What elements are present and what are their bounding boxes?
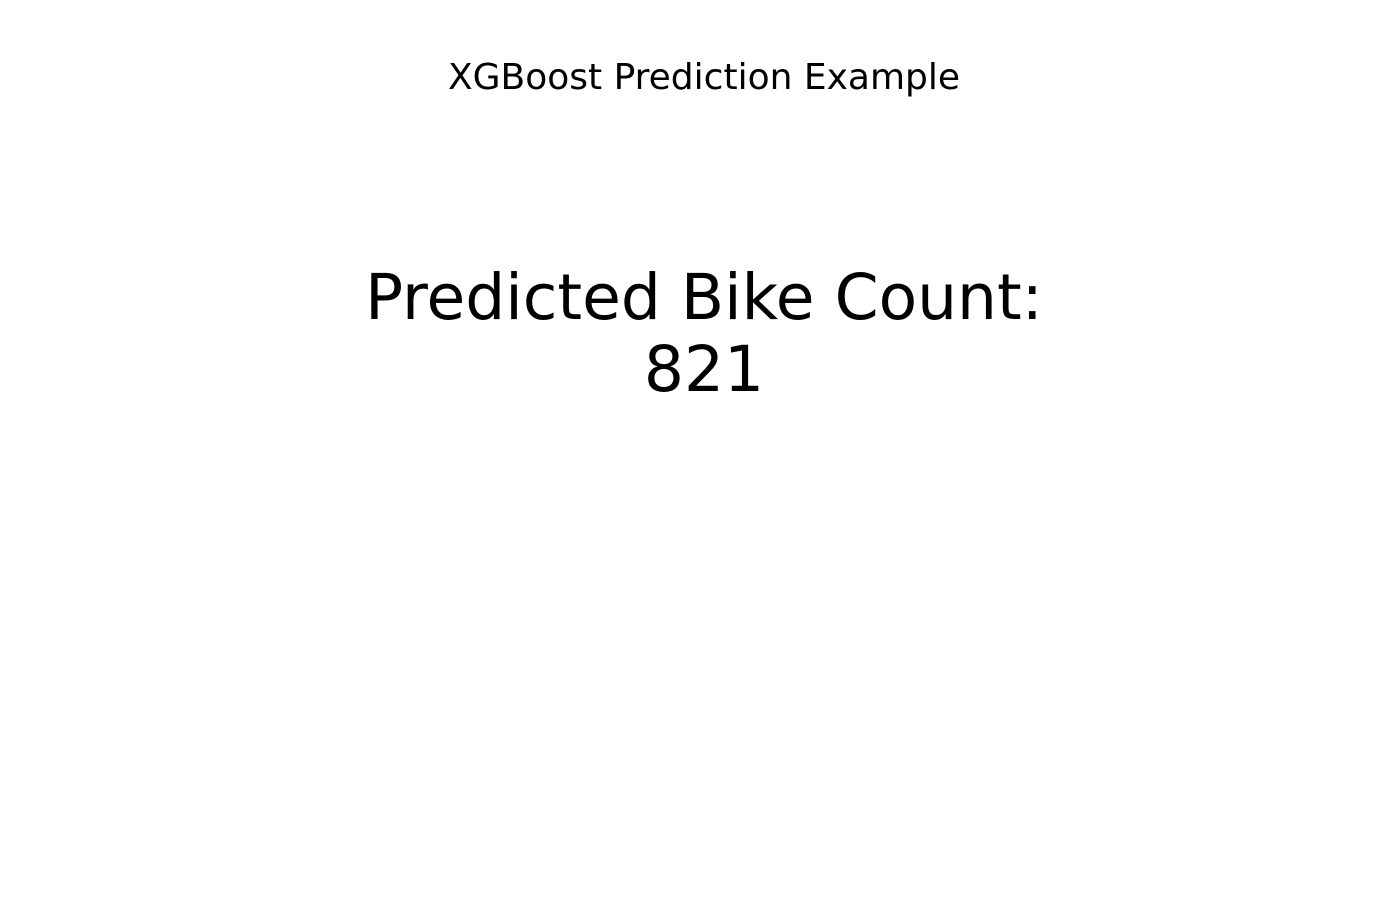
prediction-label: Predicted Bike Count: [365,261,1043,334]
prediction-value: 821 [643,333,765,406]
chart-title: XGBoost Prediction Example [447,57,961,98]
prediction-annotation: Predicted Bike Count: 821 [0,262,1374,406]
